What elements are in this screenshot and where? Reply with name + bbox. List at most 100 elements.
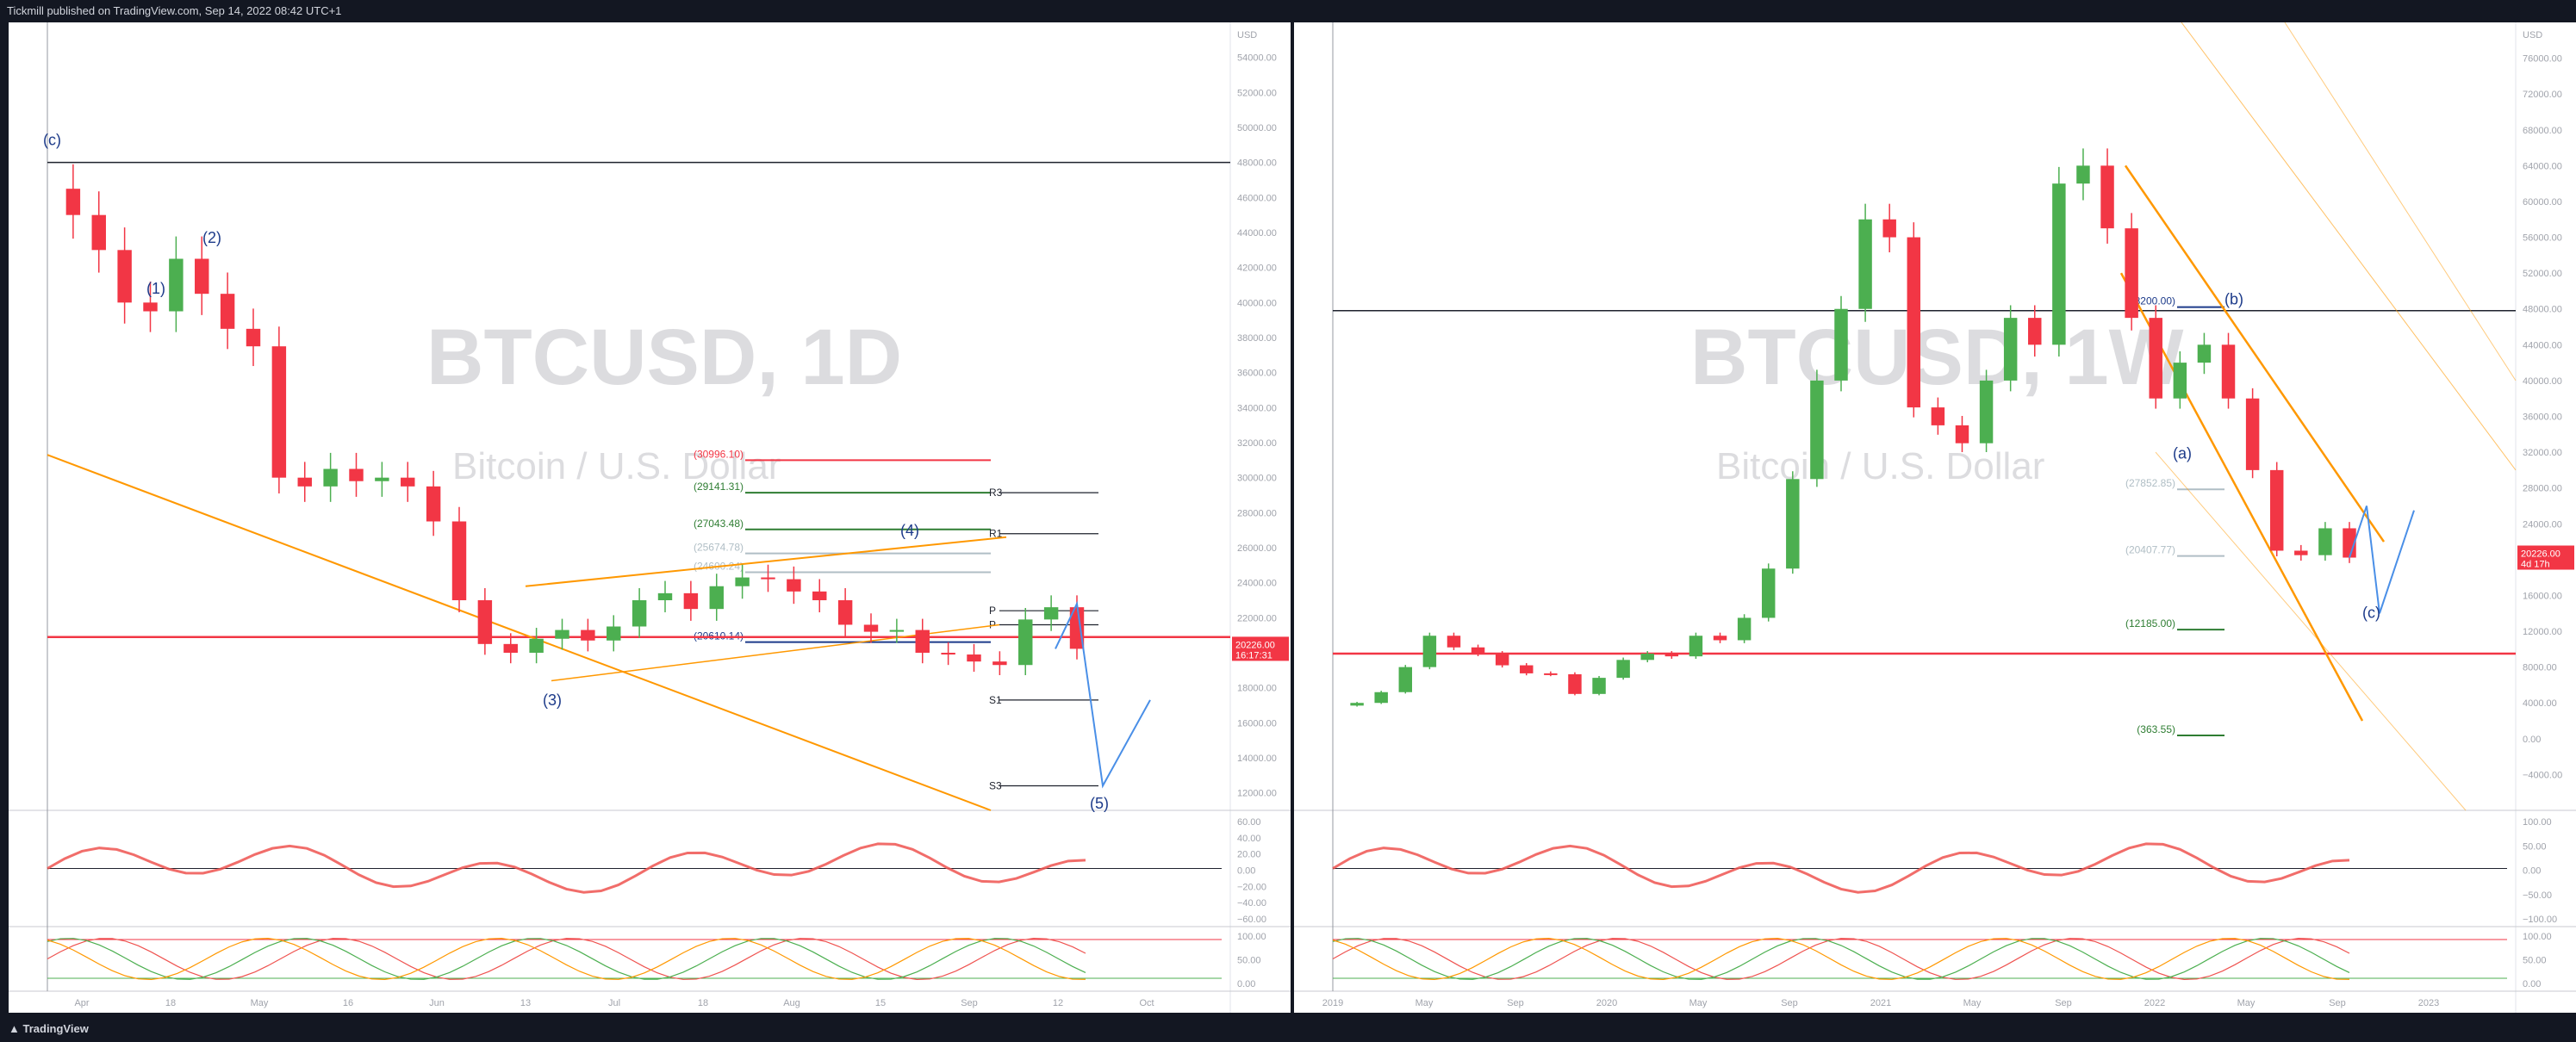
stoch-line — [1332, 938, 2350, 980]
wave-label: (c) — [2362, 604, 2380, 621]
x-tick-label: Jul — [608, 998, 620, 1008]
channel-line — [2181, 22, 2517, 471]
currency-label: USD — [1237, 30, 1257, 40]
level-label: (363.55) — [2137, 723, 2175, 735]
daily-chart-panel[interactable]: BTCUSD, 1D Bitcoin / U.S. Dollar USD 54000.… — [9, 22, 1291, 1013]
candle-body — [2318, 528, 2332, 555]
wave-label: (1) — [146, 280, 165, 297]
y-tick-label: 4000.00 — [2523, 698, 2557, 709]
x-tick-label: May — [1689, 998, 1708, 1008]
weekly-chart-panel[interactable]: BTCUSD, 1W Bitcoin / U.S. Dollar USD 76000.… — [1294, 22, 2576, 1013]
x-tick-label: 2020 — [1596, 998, 1617, 1008]
rsi-line — [1332, 842, 2350, 894]
y-tick-label: 24000.00 — [1237, 579, 1277, 589]
candle-body — [529, 638, 544, 653]
candle-body — [1568, 673, 1582, 694]
candle-body — [1907, 237, 1921, 408]
level-label: (25674.78) — [694, 542, 744, 554]
candle-body — [709, 586, 724, 610]
y-tick-label: 48000.00 — [1237, 158, 1277, 169]
pivot-label: R1 — [989, 528, 1003, 540]
x-tick-label: Sep — [2329, 998, 2346, 1008]
price-label: 20226.00 — [1235, 640, 1275, 650]
wave-label: (5) — [1090, 795, 1109, 812]
y-tick-label: 12000.00 — [1237, 789, 1277, 799]
stoch-line — [47, 938, 1086, 981]
candle-body — [1018, 619, 1033, 666]
y-tick-label: 64000.00 — [2523, 161, 2562, 171]
y-tick-label: 54000.00 — [1237, 53, 1277, 64]
level-label: (27852.85) — [2125, 477, 2175, 489]
y-tick-label: 32000.00 — [2523, 448, 2562, 458]
candle-body — [2221, 344, 2236, 399]
candle-body — [297, 477, 312, 487]
candle-body — [401, 477, 415, 487]
candle-body — [2197, 344, 2212, 363]
candle-body — [1737, 617, 1752, 641]
candle-body — [915, 630, 930, 653]
y-tick-label: 44000.00 — [2523, 340, 2562, 350]
candle-body — [812, 591, 827, 600]
x-tick-label: 15 — [875, 998, 886, 1008]
pivot-label: R3 — [989, 487, 1003, 499]
stoch-tick-label: 100.00 — [2523, 932, 2552, 942]
y-tick-label: 52000.00 — [1237, 88, 1277, 98]
y-tick-label: 30000.00 — [1237, 474, 1277, 484]
x-tick-label: Sep — [1781, 998, 1798, 1008]
x-tick-label: 13 — [520, 998, 531, 1008]
countdown-label: 4d 17h — [2521, 560, 2550, 570]
candle-body — [889, 630, 905, 632]
candle-body — [683, 592, 699, 610]
candle-body — [1955, 425, 1969, 443]
rsi-tick-label: 60.00 — [1237, 817, 1261, 828]
x-tick-label: Jun — [429, 998, 445, 1008]
level-label: (29141.31) — [694, 481, 744, 493]
candle-body — [143, 302, 158, 312]
candle-body — [1374, 692, 1388, 704]
y-tick-label: 14000.00 — [1237, 754, 1277, 764]
y-tick-label: 0.00 — [2523, 735, 2541, 745]
y-tick-label: −4000.00 — [2523, 770, 2562, 780]
y-tick-label: 28000.00 — [2523, 484, 2562, 494]
x-tick-label: Sep — [961, 998, 978, 1008]
x-tick-label: Oct — [1139, 998, 1154, 1008]
y-tick-label: 56000.00 — [2523, 233, 2562, 244]
y-tick-label: 24000.00 — [2523, 519, 2562, 530]
candle-body — [1616, 660, 1630, 679]
y-tick-label: 16000.00 — [1237, 718, 1277, 729]
candle-body — [2149, 318, 2162, 399]
footer: ▲ TradingView — [0, 1016, 2576, 1042]
candle-body — [863, 624, 879, 632]
x-tick-label: 2023 — [2418, 998, 2439, 1008]
wave-label: (2) — [202, 229, 221, 246]
level-label: (12185.00) — [2125, 617, 2175, 630]
candle-body — [1640, 654, 1654, 661]
rsi-tick-label: −100.00 — [2523, 915, 2557, 925]
candle-body — [2100, 165, 2114, 229]
rsi-tick-label: −40.00 — [1237, 898, 1266, 909]
wave-label: (c) — [43, 131, 61, 148]
candle-body — [1447, 636, 1461, 648]
y-tick-label: 22000.00 — [1237, 613, 1277, 623]
y-tick-label: 28000.00 — [1237, 508, 1277, 518]
stoch-tick-label: 50.00 — [2523, 956, 2547, 966]
stoch-line — [47, 938, 1086, 980]
channel-line — [47, 454, 992, 811]
candle-body — [2125, 228, 2138, 319]
price-label-bg — [2517, 545, 2574, 570]
rsi-tick-label: −60.00 — [1237, 915, 1266, 925]
tradingview-logo[interactable]: ▲ TradingView — [9, 1022, 89, 1035]
weekly-chart-svg[interactable]: BTCUSD, 1W Bitcoin / U.S. Dollar USD 76000.… — [1294, 22, 2576, 1013]
pivot-label: P — [989, 605, 996, 617]
candle-body — [555, 630, 569, 639]
candle-body — [2269, 469, 2284, 551]
x-tick-label: 2022 — [2144, 998, 2165, 1008]
y-tick-label: 60000.00 — [2523, 197, 2562, 208]
channel-line — [2155, 451, 2467, 811]
daily-chart-svg[interactable]: BTCUSD, 1D Bitcoin / U.S. Dollar USD 54000.… — [9, 22, 1291, 1013]
wave-label: (a) — [2173, 444, 2192, 462]
candle-body — [220, 294, 235, 329]
candle-body — [735, 577, 750, 586]
x-tick-label: 2021 — [1870, 998, 1891, 1008]
y-tick-label: 16000.00 — [2523, 591, 2562, 601]
